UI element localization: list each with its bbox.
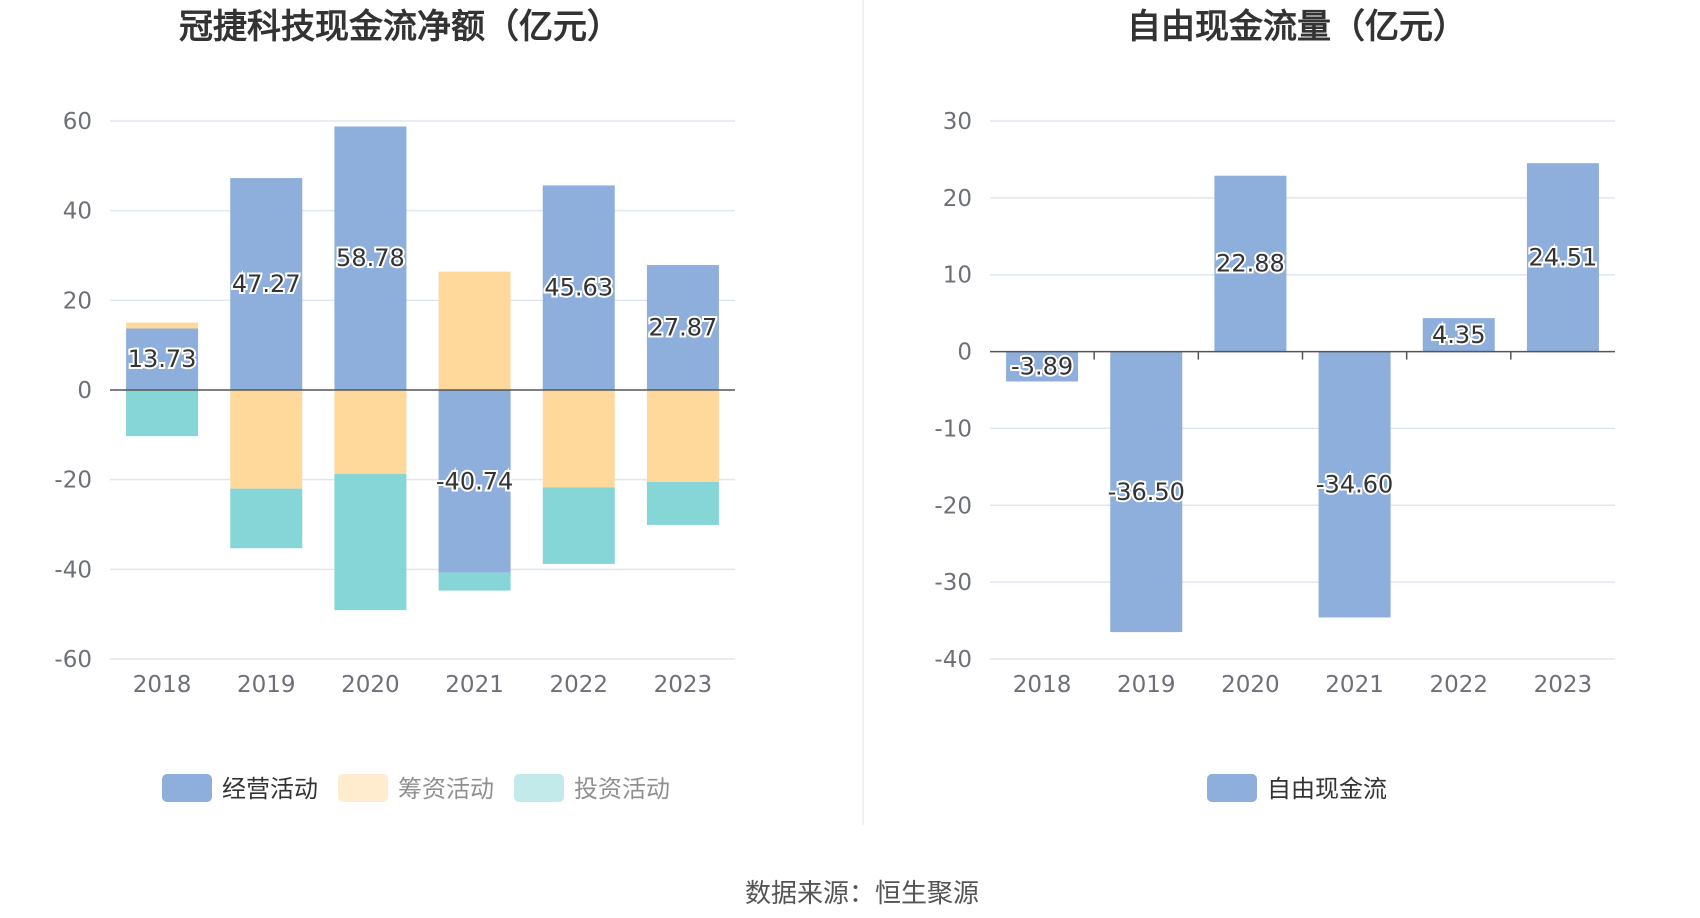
y-tick-label: -40	[54, 557, 92, 583]
bar-investing[interactable]	[438, 572, 511, 591]
x-tick-label: 2018	[133, 672, 192, 698]
y-tick-label: 0	[957, 340, 972, 366]
bar-fcf[interactable]	[1318, 351, 1391, 618]
data-label: 4.35	[1432, 321, 1485, 349]
y-tick-label: 10	[943, 263, 972, 289]
x-tick-label: 2021	[445, 672, 504, 698]
bar-investing[interactable]	[646, 481, 719, 525]
x-tick-label: 2023	[1534, 672, 1593, 698]
y-tick-label: -10	[934, 416, 972, 442]
bar-investing[interactable]	[230, 488, 303, 549]
x-tick-label: 2022	[1429, 672, 1488, 698]
data-label: 47.27	[232, 270, 301, 298]
bar-financing[interactable]	[230, 390, 303, 489]
legend-label[interactable]: 筹资活动	[398, 775, 494, 803]
data-label: 22.88	[1216, 250, 1285, 278]
left-chart: 60 40 20 0 -20 -40 -60 2018 2019 2020 2021 2022 2023…	[54, 109, 735, 698]
legend-label[interactable]: 经营活动	[222, 775, 318, 803]
bar-investing[interactable]	[126, 390, 199, 437]
bar-operating[interactable]	[646, 265, 719, 390]
y-tick-label: 20	[943, 186, 972, 212]
bar-operating[interactable]	[126, 328, 199, 390]
x-tick-label: 2021	[1325, 672, 1384, 698]
legend-swatch[interactable]	[1207, 774, 1257, 802]
y-tick-label: 0	[77, 378, 92, 404]
data-label: 45.63	[544, 274, 613, 302]
y-tick-label: 60	[63, 109, 92, 135]
data-label: 27.87	[649, 314, 718, 342]
data-label: -40.74	[436, 467, 513, 495]
y-tick-label: 30	[943, 109, 972, 135]
bar-operating[interactable]	[438, 390, 511, 573]
bar-fcf[interactable]	[1214, 175, 1287, 352]
bar-investing[interactable]	[334, 473, 407, 611]
data-label: 13.73	[128, 345, 197, 373]
y-tick-label: -40	[934, 647, 972, 673]
bar-financing[interactable]	[646, 390, 719, 482]
legend-label[interactable]: 投资活动	[574, 775, 670, 803]
right-chart-title: 自由现金流量（亿元）	[1127, 7, 1467, 47]
bar-investing[interactable]	[542, 487, 615, 564]
bar-financing[interactable]	[438, 271, 511, 390]
data-label: -34.60	[1316, 471, 1393, 499]
data-label: 58.78	[336, 244, 405, 272]
bar-financing[interactable]	[126, 322, 199, 329]
right-chart: 30 20 10 0 -10 -20 -30 -40 2018 2019 2020 2021 2022 2…	[934, 109, 1615, 698]
legend-swatch[interactable]	[514, 774, 564, 802]
data-label: -3.89	[1011, 353, 1073, 381]
source-text: 数据来源：恒生聚源	[745, 879, 979, 909]
left-chart-title: 冠捷科技现金流净额（亿元）	[179, 7, 621, 47]
legend-swatch[interactable]	[338, 774, 388, 802]
bar-fcf[interactable]	[1526, 163, 1599, 352]
bar-operating[interactable]	[542, 185, 615, 390]
left-legend[interactable]: 经营活动 筹资活动 投资活动	[162, 774, 670, 803]
bar-fcf[interactable]	[1422, 318, 1495, 352]
legend-label[interactable]: 自由现金流	[1267, 775, 1387, 803]
bar-fcf[interactable]	[1110, 351, 1183, 633]
y-tick-label: -20	[54, 468, 92, 494]
y-tick-label: -60	[54, 647, 92, 673]
x-tick-label: 2018	[1013, 672, 1072, 698]
bar-fcf[interactable]	[1006, 351, 1079, 382]
x-tick-label: 2019	[237, 672, 296, 698]
y-tick-label: -30	[934, 570, 972, 596]
y-tick-label: 40	[63, 199, 92, 225]
bar-operating[interactable]	[334, 126, 407, 390]
bar-operating[interactable]	[230, 178, 303, 390]
x-tick-label: 2020	[341, 672, 400, 698]
x-tick-label: 2022	[549, 672, 608, 698]
data-label: -36.50	[1108, 478, 1185, 506]
bar-financing[interactable]	[334, 390, 407, 474]
data-label: 24.51	[1529, 243, 1598, 271]
x-tick-label: 2019	[1117, 672, 1176, 698]
bar-financing[interactable]	[542, 390, 615, 488]
y-tick-label: 20	[63, 288, 92, 314]
right-legend[interactable]: 自由现金流	[1207, 774, 1387, 803]
x-tick-label: 2020	[1221, 672, 1280, 698]
y-tick-label: -20	[934, 493, 972, 519]
legend-swatch[interactable]	[162, 774, 212, 802]
x-tick-label: 2023	[654, 672, 713, 698]
